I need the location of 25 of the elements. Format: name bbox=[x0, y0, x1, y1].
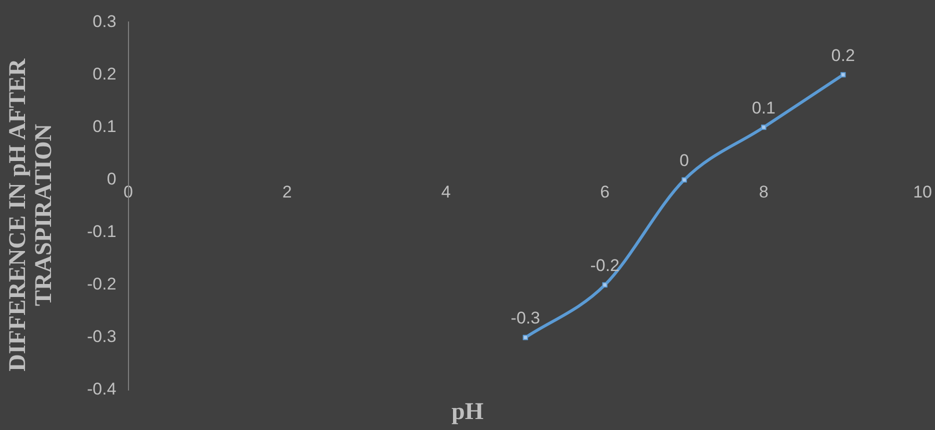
y-tick-label: -0.1 bbox=[86, 222, 116, 242]
x-axis-title: pH bbox=[450, 399, 484, 426]
y-tick-label: 0.2 bbox=[92, 64, 116, 84]
data-label: 0.1 bbox=[752, 98, 776, 118]
y-tick-label: 0.3 bbox=[92, 12, 116, 31]
x-tick-label: 10 bbox=[913, 182, 932, 202]
x-tick-label: 2 bbox=[282, 182, 292, 202]
data-label: -0.3 bbox=[510, 308, 540, 328]
data-label: -0.2 bbox=[590, 256, 620, 276]
x-tick-label: 4 bbox=[441, 182, 451, 202]
point bbox=[761, 124, 766, 130]
y-tick-label: -0.4 bbox=[86, 380, 116, 399]
point bbox=[840, 72, 846, 78]
y-axis-title: DIFFERENCE IN pH AFTER TRASPIRATION bbox=[5, 58, 57, 374]
point bbox=[602, 282, 608, 288]
x-tick-label: 8 bbox=[758, 182, 768, 202]
x-tick-label: 6 bbox=[600, 182, 610, 202]
y-tick-label: 0.1 bbox=[92, 116, 116, 136]
y-tick-label: 0 bbox=[106, 170, 116, 189]
data-label: 0.2 bbox=[831, 46, 855, 65]
data-label: 0 bbox=[680, 151, 690, 170]
point bbox=[522, 334, 528, 340]
y-tick-label: -0.2 bbox=[86, 274, 116, 294]
point bbox=[682, 177, 687, 182]
y-tick-label: -0.3 bbox=[86, 327, 116, 346]
